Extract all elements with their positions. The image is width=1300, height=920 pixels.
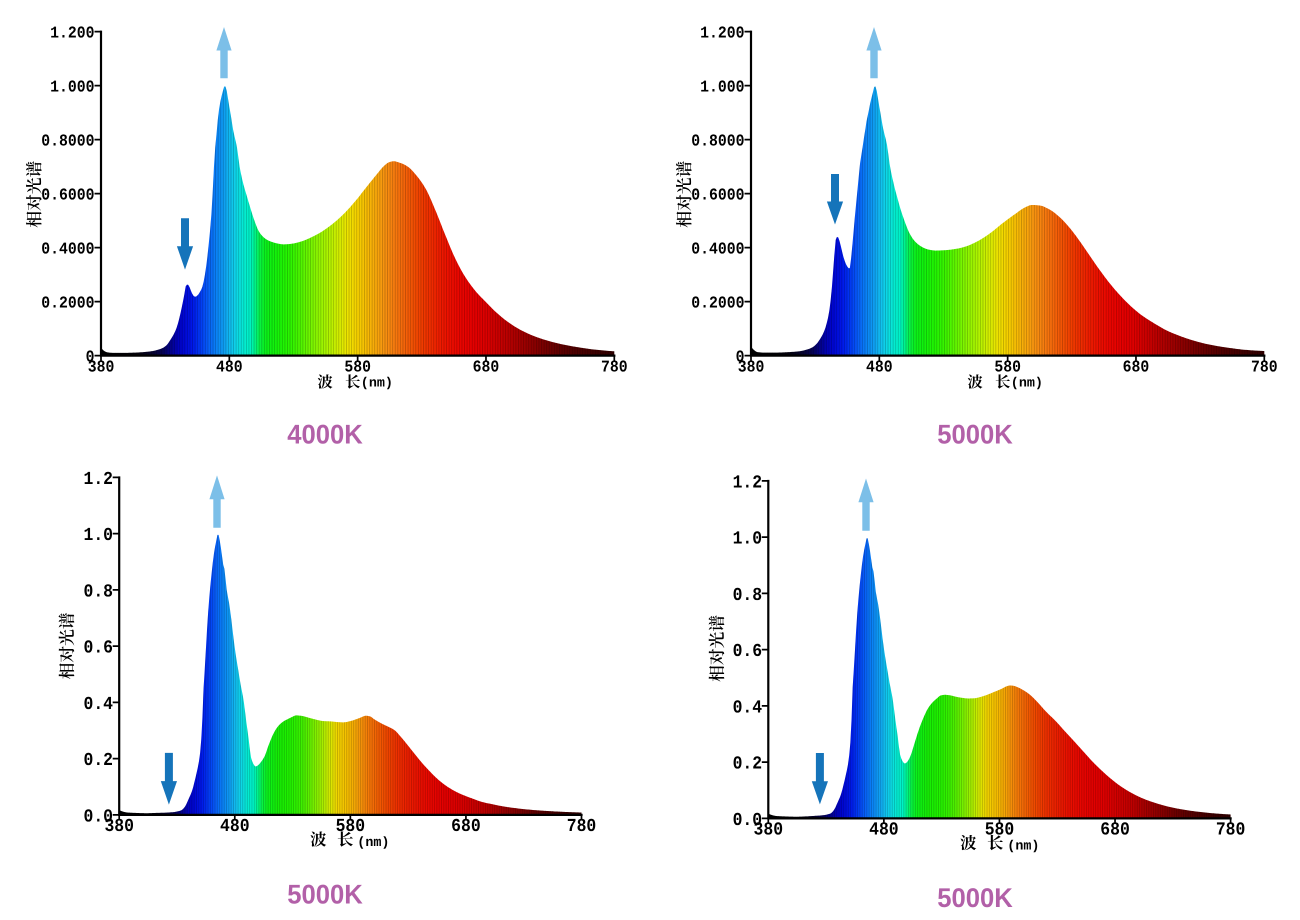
svg-text:0.4: 0.4 [733,697,763,718]
svg-text:580: 580 [344,359,371,377]
svg-text:380: 380 [104,815,134,836]
svg-text:1.2: 1.2 [83,468,113,489]
svg-text:0.2: 0.2 [83,750,113,771]
svg-text:680: 680 [1100,819,1130,840]
svg-text:380: 380 [738,359,765,377]
svg-text:580: 580 [336,815,366,836]
svg-text:780: 780 [567,815,597,836]
svg-text:0.2000: 0.2000 [41,295,94,313]
svg-text:1.000: 1.000 [700,79,745,97]
svg-text:0.8: 0.8 [733,584,763,605]
svg-text:0.6000: 0.6000 [691,187,744,205]
svg-text:580: 580 [994,359,1021,377]
svg-text:1.200: 1.200 [700,25,745,43]
svg-text:680: 680 [473,359,500,377]
svg-text:780: 780 [1216,819,1246,840]
svg-text:0.4: 0.4 [83,693,113,714]
svg-text:(nm): (nm) [1007,840,1039,855]
svg-text:0.8: 0.8 [83,581,113,602]
svg-text:680: 680 [1123,359,1150,377]
svg-text:5000K: 5000K [937,883,1013,913]
svg-text:5000K: 5000K [287,879,363,909]
svg-text:780: 780 [1251,359,1278,377]
svg-text:1.200: 1.200 [50,25,95,43]
svg-text:0.0: 0.0 [733,809,763,830]
svg-text:4000K: 4000K [287,420,363,450]
svg-text:1.0: 1.0 [733,528,763,549]
svg-text:480: 480 [869,819,899,840]
svg-text:380: 380 [754,819,784,840]
svg-text:0.4000: 0.4000 [41,241,94,259]
svg-text:380: 380 [88,359,115,377]
svg-text:0.6: 0.6 [733,641,763,662]
svg-text:0: 0 [86,349,95,367]
svg-text:480: 480 [220,815,250,836]
svg-text:5000K: 5000K [937,420,1013,450]
svg-text:(nm): (nm) [1011,377,1043,392]
svg-text:1.0: 1.0 [83,525,113,546]
svg-text:0.4000: 0.4000 [691,241,744,259]
svg-text:0.2000: 0.2000 [691,295,744,313]
svg-text:580: 580 [985,819,1015,840]
svg-text:780: 780 [601,359,628,377]
svg-text:0.0: 0.0 [83,806,113,827]
svg-text:1.2: 1.2 [733,472,763,493]
svg-text:0.8000: 0.8000 [691,133,744,151]
svg-text:1.000: 1.000 [50,79,95,97]
svg-text:0.2: 0.2 [733,753,763,774]
svg-text:0.6: 0.6 [83,637,113,658]
svg-text:0: 0 [736,349,745,367]
svg-text:0.6000: 0.6000 [41,187,94,205]
svg-text:480: 480 [866,359,893,377]
svg-text:480: 480 [216,359,243,377]
svg-text:680: 680 [451,815,481,836]
svg-text:(nm): (nm) [357,836,389,851]
svg-text:(nm): (nm) [361,377,393,392]
svg-text:0.8000: 0.8000 [41,133,94,151]
